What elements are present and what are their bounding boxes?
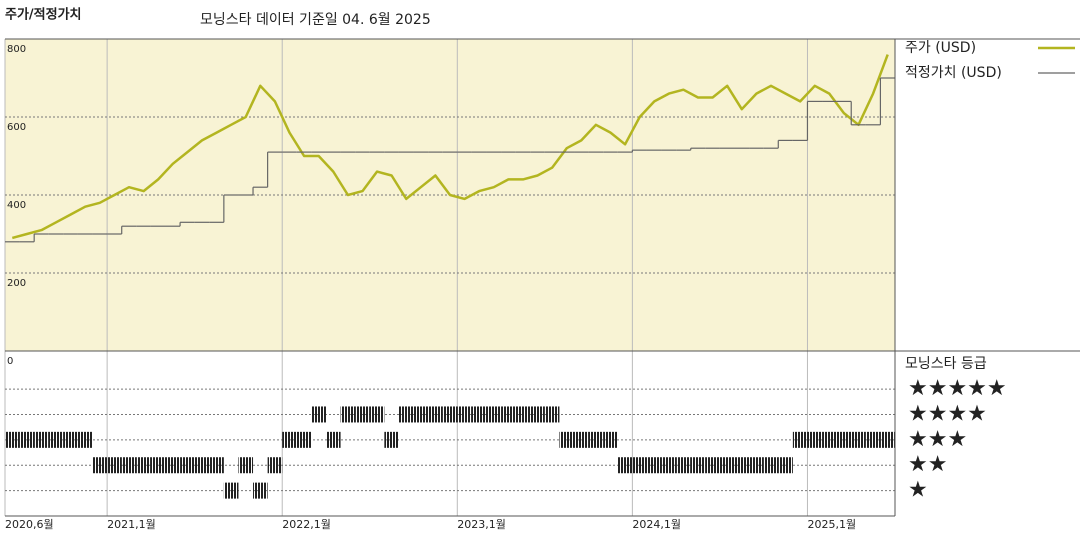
y-tick-label: 800 xyxy=(7,44,26,55)
rating-bar xyxy=(865,431,881,448)
legend-label: 적정가치 (USD) xyxy=(905,65,1002,81)
rating-bar xyxy=(34,431,49,448)
rating-bar xyxy=(530,406,545,423)
rating-bar xyxy=(719,457,735,474)
y-tick-label: 200 xyxy=(7,278,26,289)
rating-bar xyxy=(340,406,356,423)
rating-bar xyxy=(471,406,487,423)
rating-bar xyxy=(792,431,808,448)
rating-label: ★★★★ xyxy=(908,401,987,426)
rating-label: ★★★ xyxy=(908,427,967,452)
rating-label: ★★★★★ xyxy=(908,376,1007,401)
rating-bar xyxy=(194,457,210,474)
rating-bar xyxy=(603,431,618,448)
y-tick-label: 0 xyxy=(7,356,13,367)
rating-bar xyxy=(369,406,385,423)
rating-bar xyxy=(515,406,531,423)
price-line xyxy=(11,54,889,240)
rating-bar xyxy=(457,406,472,423)
x-tick-label: 2021,1월 xyxy=(107,518,156,531)
rating-bar xyxy=(296,431,312,448)
rating-bar xyxy=(413,406,429,423)
y-tick-label: 400 xyxy=(7,200,26,211)
y-tick-label: 600 xyxy=(7,122,26,133)
rating-bar xyxy=(588,431,604,448)
rating-bar xyxy=(136,457,151,474)
rating-bar xyxy=(851,431,866,448)
rating-bar xyxy=(5,431,20,448)
rating-bar xyxy=(442,406,458,423)
rating-bar xyxy=(676,457,691,474)
rating-bar xyxy=(355,406,370,423)
rating-bar xyxy=(617,457,633,474)
rating-bar xyxy=(428,406,443,423)
rating-bar xyxy=(180,457,195,474)
rating-bar xyxy=(63,431,78,448)
rating-title: 모닝스타 등급 xyxy=(905,356,987,372)
x-tick-label: 2020,6월 xyxy=(5,518,54,531)
rating-bar xyxy=(209,457,224,474)
x-tick-label: 2023,1월 xyxy=(457,518,506,531)
rating-bar xyxy=(150,457,166,474)
rating-bar xyxy=(822,431,837,448)
rating-bar xyxy=(807,431,823,448)
rating-bar xyxy=(19,431,35,448)
rating-bar xyxy=(661,457,677,474)
rating-bar xyxy=(311,406,326,423)
rating-bar xyxy=(325,431,341,448)
rating-bar xyxy=(398,406,414,423)
rating-bar xyxy=(253,482,268,499)
rating-bar xyxy=(880,431,895,448)
rating-bar xyxy=(559,431,575,448)
rating-bar xyxy=(238,457,254,474)
rating-bar xyxy=(92,457,108,474)
rating-bar xyxy=(48,431,64,448)
rating-bar xyxy=(778,457,793,474)
rating-bar xyxy=(749,457,764,474)
rating-bar xyxy=(77,431,93,448)
rating-label: ★★ xyxy=(908,452,947,477)
x-tick-label: 2022,1월 xyxy=(282,518,331,531)
x-tick-label: 2025,1월 xyxy=(807,518,856,531)
rating-bar xyxy=(690,457,706,474)
rating-bar xyxy=(836,431,852,448)
x-tick-label: 2024,1월 xyxy=(632,518,681,531)
rating-bar xyxy=(646,457,662,474)
rating-bar xyxy=(107,457,122,474)
rating-bar xyxy=(501,406,516,423)
rating-bar xyxy=(632,457,647,474)
rating-bar xyxy=(574,431,589,448)
rating-bar xyxy=(544,406,560,423)
rating-bar xyxy=(282,431,297,448)
rating-bar xyxy=(486,406,502,423)
chart-title: 주가/적정가치 xyxy=(5,7,82,23)
rating-bar xyxy=(734,457,750,474)
rating-bar xyxy=(121,457,137,474)
rating-bar xyxy=(384,431,399,448)
legend-label: 주가 (USD) xyxy=(905,40,976,56)
rating-bar xyxy=(165,457,181,474)
rating-bar xyxy=(267,457,283,474)
rating-bar xyxy=(223,482,239,499)
plot: 2020,6월 2021,1월 2022,1월 2023,1월 2024,1월 2025,… xyxy=(4,39,1075,531)
rating-bar xyxy=(705,457,720,474)
rating-bar xyxy=(763,457,779,474)
rating-label: ★ xyxy=(908,478,928,503)
chart-subtitle: 모닝스타 데이터 기준일 04. 6월 2025 xyxy=(200,12,431,28)
